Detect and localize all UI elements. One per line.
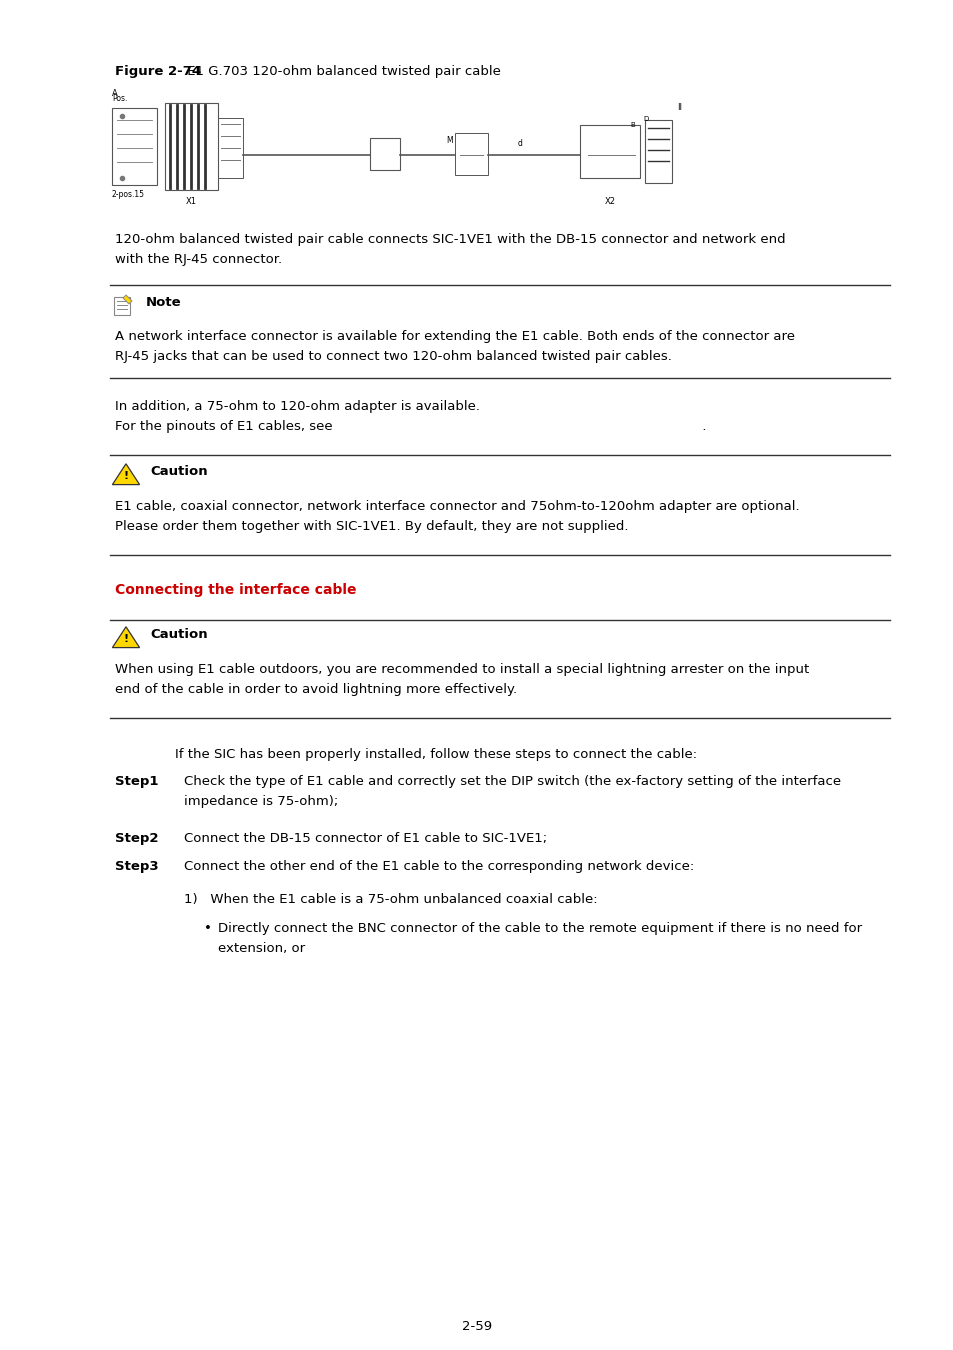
Text: A: A (112, 89, 117, 99)
Bar (218, 117, 243, 178)
Text: •: • (204, 922, 212, 936)
Bar (644, 120, 671, 184)
Bar (579, 126, 639, 178)
Bar (370, 138, 399, 170)
Text: RJ-45 jacks that can be used to connect two 120-ohm balanced twisted pair cables: RJ-45 jacks that can be used to connect … (115, 350, 671, 363)
Text: Note: Note (146, 296, 181, 309)
Text: In addition, a 75-ohm to 120-ohm adapter is available.: In addition, a 75-ohm to 120-ohm adapter… (115, 400, 479, 413)
Bar (112, 108, 157, 185)
Text: E1 cable, coaxial connector, network interface connector and 75ohm-to-120ohm ada: E1 cable, coaxial connector, network int… (115, 500, 799, 513)
Text: Step3: Step3 (115, 860, 158, 873)
Bar (113, 297, 130, 315)
Text: Caution: Caution (150, 466, 208, 478)
Text: 1)   When the E1 cable is a 75-ohm unbalanced coaxial cable:: 1) When the E1 cable is a 75-ohm unbalan… (184, 892, 597, 906)
Text: Step2: Step2 (115, 832, 158, 845)
Text: 2-pos.15: 2-pos.15 (112, 190, 145, 198)
Text: Please order them together with SIC-1VE1. By default, they are not supplied.: Please order them together with SIC-1VE1… (115, 520, 628, 533)
Text: Step1: Step1 (115, 775, 158, 788)
Text: E1 G.703 120-ohm balanced twisted pair cable: E1 G.703 120-ohm balanced twisted pair c… (183, 65, 500, 78)
Text: Connect the other end of the E1 cable to the corresponding network device:: Connect the other end of the E1 cable to… (184, 860, 694, 873)
Text: X1: X1 (186, 197, 196, 207)
Text: M: M (446, 136, 453, 144)
Text: II: II (677, 103, 681, 112)
Text: impedance is 75-ohm);: impedance is 75-ohm); (184, 795, 338, 809)
Text: 120-ohm balanced twisted pair cable connects SIC-1VE1 with the DB-15 connector a: 120-ohm balanced twisted pair cable conn… (115, 234, 785, 246)
Text: Connecting the interface cable: Connecting the interface cable (115, 583, 356, 597)
Text: A network interface connector is available for extending the E1 cable. Both ends: A network interface connector is availab… (115, 329, 794, 343)
Text: d: d (517, 139, 522, 148)
Text: Connect the DB-15 connector of E1 cable to SIC-1VE1;: Connect the DB-15 connector of E1 cable … (184, 832, 547, 845)
Polygon shape (123, 296, 132, 304)
Text: Directly connect the BNC connector of the cable to the remote equipment if there: Directly connect the BNC connector of th… (218, 922, 862, 936)
Text: D: D (642, 116, 648, 122)
Text: If the SIC has been properly installed, follow these steps to connect the cable:: If the SIC has been properly installed, … (174, 748, 697, 761)
Text: Figure 2-74: Figure 2-74 (115, 65, 201, 78)
Polygon shape (112, 626, 139, 648)
Text: extension, or: extension, or (218, 942, 305, 954)
Text: !: ! (123, 471, 129, 481)
Bar (455, 134, 488, 176)
Text: B: B (630, 122, 635, 128)
Bar (165, 103, 218, 190)
Text: X2: X2 (604, 197, 615, 207)
Text: !: ! (123, 633, 129, 644)
Text: 2-59: 2-59 (461, 1320, 492, 1332)
Text: Pos.: Pos. (112, 95, 128, 103)
Text: When using E1 cable outdoors, you are recommended to install a special lightning: When using E1 cable outdoors, you are re… (115, 663, 808, 676)
Text: Check the type of E1 cable and correctly set the DIP switch (the ex-factory sett: Check the type of E1 cable and correctly… (184, 775, 841, 788)
Text: Caution: Caution (150, 629, 208, 641)
Polygon shape (112, 464, 139, 485)
Text: For the pinouts of E1 cables, see                                               : For the pinouts of E1 cables, see (115, 420, 706, 433)
Text: end of the cable in order to avoid lightning more effectively.: end of the cable in order to avoid light… (115, 683, 517, 697)
Text: with the RJ-45 connector.: with the RJ-45 connector. (115, 252, 282, 266)
